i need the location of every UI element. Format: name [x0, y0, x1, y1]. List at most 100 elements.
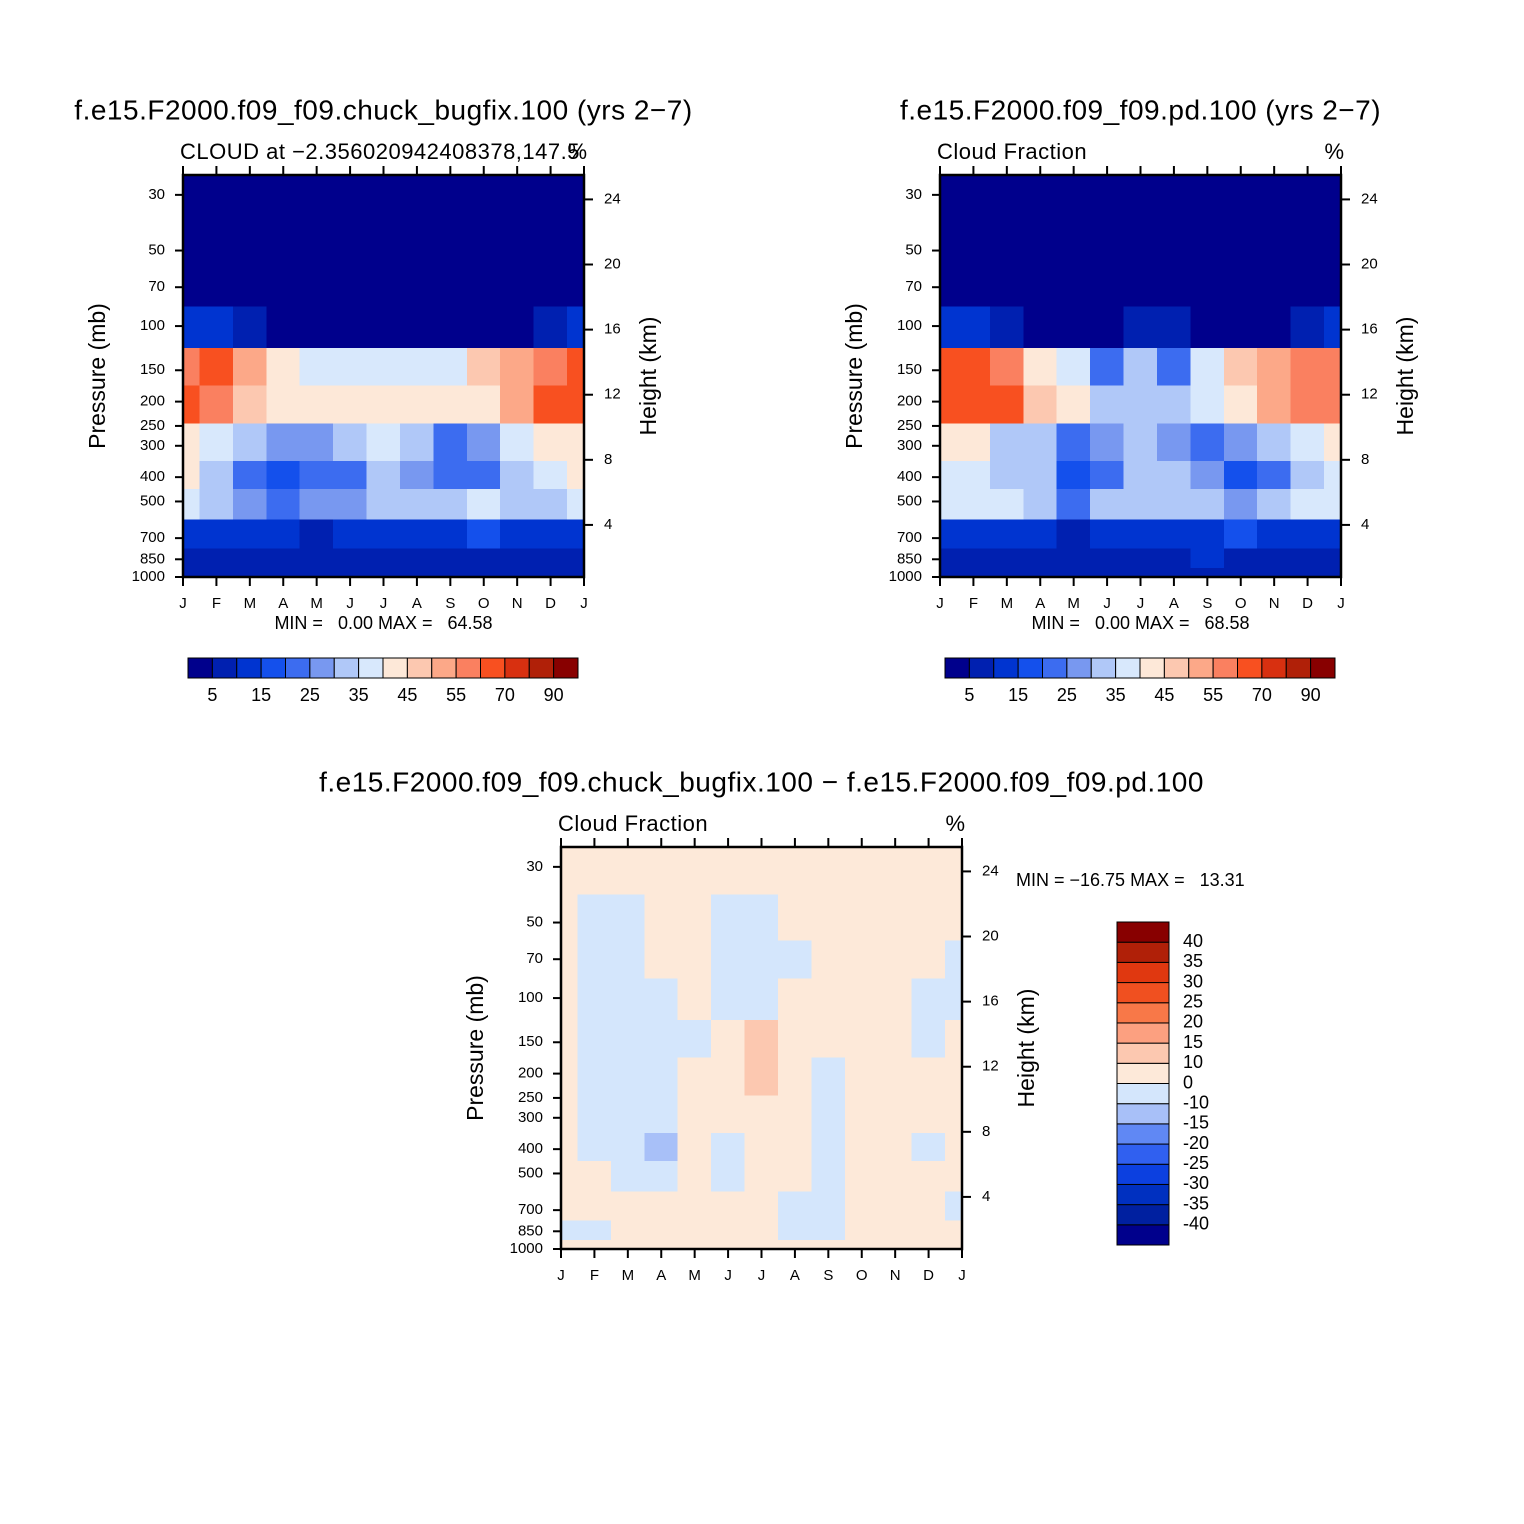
contour-cell	[266, 489, 301, 521]
y-tick-label: 400	[518, 1140, 543, 1157]
contour-cell	[811, 1220, 846, 1241]
contour-cell	[533, 423, 568, 462]
y2-tick-label: 20	[604, 255, 621, 272]
contour-cell	[1090, 222, 1125, 270]
contour-cell	[1257, 548, 1292, 569]
contour-cell	[1156, 423, 1191, 462]
panel-subtitle: Cloud Fraction	[558, 811, 708, 836]
contour-cell	[644, 1057, 679, 1096]
contour-cell	[711, 1239, 746, 1250]
contour-cell	[366, 567, 401, 578]
contour-cell	[577, 1191, 612, 1221]
y-tick-label: 200	[140, 393, 165, 410]
contour-cell	[366, 385, 401, 424]
contour-cell	[844, 1191, 879, 1221]
contour-cell	[744, 1019, 779, 1059]
contour-cell	[1190, 385, 1225, 424]
contour-cell	[199, 519, 234, 549]
contour-cell	[644, 1161, 679, 1193]
contour-cell	[1056, 567, 1091, 578]
contour-cell	[399, 461, 434, 490]
contour-cell	[1090, 347, 1125, 387]
contour-cell	[744, 846, 779, 895]
x-tick-label: F	[969, 595, 978, 612]
contour-cell	[500, 461, 535, 490]
contour-cell	[299, 548, 334, 569]
contour-cell	[777, 1220, 812, 1241]
contour-cell	[777, 846, 812, 895]
contour-cell	[844, 1239, 879, 1250]
contour-cell	[577, 978, 612, 1021]
contour-cell	[1023, 385, 1058, 424]
contour-cell	[577, 1239, 612, 1250]
contour-cell	[1324, 385, 1342, 424]
contour-cell	[777, 1019, 812, 1059]
colorbar-label: 15	[1008, 685, 1028, 705]
contour-cell	[677, 1220, 712, 1241]
contour-cell	[939, 306, 957, 349]
contour-cell	[610, 1095, 645, 1134]
y-tick-label: 100	[140, 317, 165, 334]
contour-cell	[939, 174, 957, 223]
y-tick-label: 700	[140, 529, 165, 546]
contour-cell	[199, 567, 234, 578]
contour-cell	[433, 174, 468, 223]
x-tick-label: N	[1269, 595, 1280, 612]
contour-cell	[366, 489, 401, 521]
contour-cell	[577, 1057, 612, 1096]
y-tick-label: 70	[905, 278, 922, 295]
contour-cell	[1123, 222, 1158, 270]
y2-tick-label: 8	[1361, 451, 1369, 468]
colorbar-box	[309, 657, 335, 679]
contour-cell	[533, 548, 568, 569]
contour-cell	[232, 461, 267, 490]
x-tick-label: A	[1035, 595, 1045, 612]
contour-cell	[1257, 423, 1292, 462]
colorbar-box	[236, 657, 262, 679]
y-tick-label: 200	[897, 393, 922, 410]
contour-cell	[1257, 306, 1292, 349]
contour-cell	[939, 461, 957, 490]
contour-cell	[677, 1191, 712, 1221]
contour-cell	[1123, 306, 1158, 349]
contour-cell	[939, 567, 957, 578]
contour-cell	[911, 1057, 946, 1096]
contour-cell	[366, 222, 401, 270]
contour-cell	[577, 940, 612, 979]
colorbar-box	[1163, 657, 1190, 679]
contour-cell	[182, 268, 200, 307]
contour-cell	[811, 846, 846, 895]
contour-cell	[333, 347, 368, 387]
y-tick-label: 100	[897, 317, 922, 334]
contour-cell	[1123, 385, 1158, 424]
contour-cell	[1290, 461, 1325, 490]
contour-cell	[945, 1019, 963, 1059]
contour-cell	[466, 489, 501, 521]
contour-cell	[299, 489, 334, 521]
contour-cell	[939, 519, 957, 549]
contour-cell	[878, 1019, 913, 1059]
contour-cell	[199, 461, 234, 490]
colorbar-box	[1116, 1062, 1170, 1084]
colorbar-box	[1237, 657, 1263, 679]
panel-subtitle: CLOUD at −2.356020942408378,147.5	[180, 139, 580, 164]
contour-cell	[956, 222, 991, 270]
colorbar-box	[1116, 921, 1170, 943]
contour-cell	[677, 978, 712, 1021]
contour-cell	[1156, 461, 1191, 490]
contour-cell	[811, 1057, 846, 1096]
contour-cell	[533, 567, 568, 578]
colorbar-box	[382, 657, 408, 679]
contour-cell	[1324, 519, 1342, 549]
contour-cell	[1056, 519, 1091, 549]
contour-cell	[744, 1133, 779, 1162]
contour-cell	[1156, 268, 1191, 307]
contour-cell	[878, 894, 913, 942]
contour-cell	[777, 1133, 812, 1162]
colorbar-box	[1261, 657, 1287, 679]
contour-cell	[711, 978, 746, 1021]
contour-cell	[1056, 306, 1091, 349]
x-tick-label: J	[1137, 595, 1145, 612]
contour-cell	[1023, 548, 1058, 569]
stats-label: MIN = 0.00 MAX = 68.58	[1031, 613, 1249, 633]
